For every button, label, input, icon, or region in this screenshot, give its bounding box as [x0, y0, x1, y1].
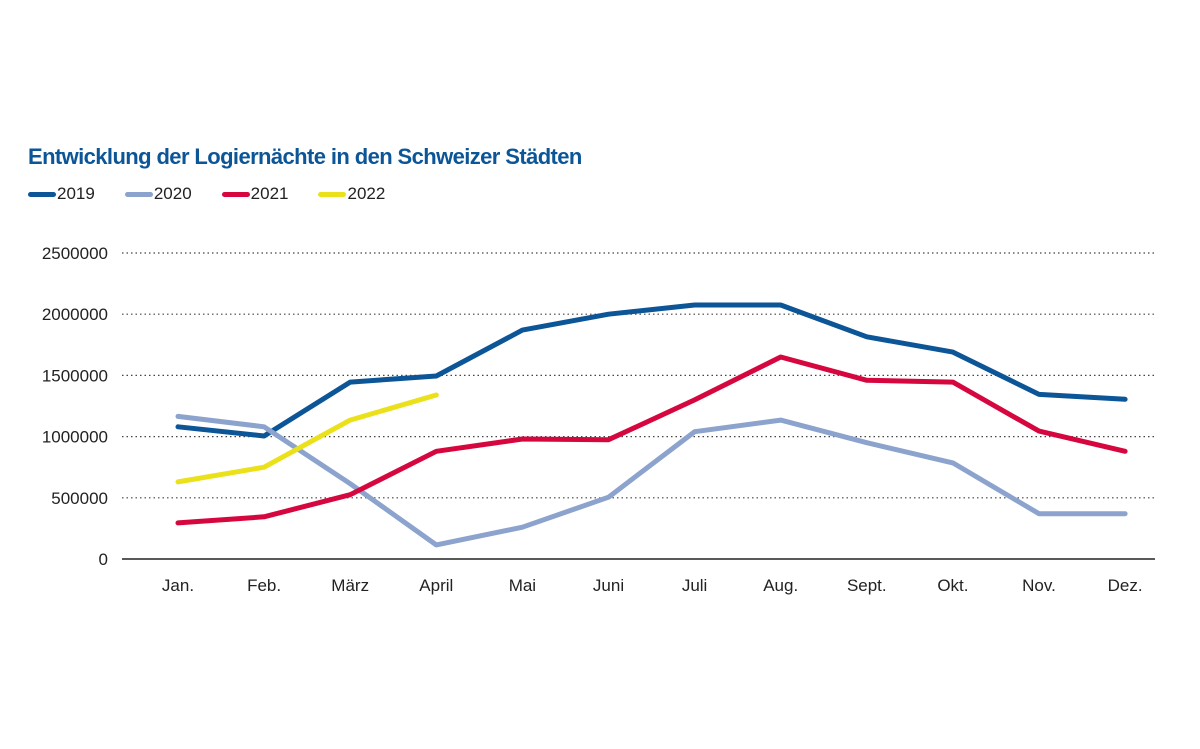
- x-tick-label: April: [419, 576, 453, 595]
- x-tick-label: Feb.: [247, 576, 281, 595]
- gridlines: [122, 252, 1155, 499]
- x-tick-label: Sept.: [847, 576, 887, 595]
- x-tick-label: Dez.: [1108, 576, 1143, 595]
- legend-item-2020: 2020: [124, 184, 192, 204]
- legend-swatch: [28, 191, 56, 197]
- x-tick-label: Juli: [682, 576, 708, 595]
- legend-item-2022: 2022: [318, 184, 385, 204]
- legend: 2019 2020 2021 2022: [28, 184, 415, 204]
- series-line-2020: [175, 413, 1128, 548]
- x-tick-label: Aug.: [763, 576, 798, 595]
- series-line-2021: [175, 354, 1128, 526]
- legend-label: 2021: [250, 184, 289, 203]
- y-tick-label: 0: [99, 550, 108, 569]
- x-tick-label: Okt.: [937, 576, 968, 595]
- series-lines: [175, 302, 1128, 548]
- x-tick-label: Jan.: [162, 576, 194, 595]
- x-axis-ticks: Jan. Feb. März April Mai Juni Juli Aug. Sept. Okt…: [162, 576, 1143, 595]
- x-tick-label: Nov.: [1022, 576, 1056, 595]
- x-tick-label: Mai: [509, 576, 536, 595]
- legend-label: 2022: [347, 184, 386, 203]
- y-axis-ticks: 0 500000 1000000 1500000 2000000 2500000: [42, 244, 108, 569]
- y-tick-label: 1500000: [42, 366, 108, 385]
- legend-label: 2019: [57, 184, 95, 203]
- legend-swatch: [318, 191, 347, 197]
- legend-label: 2020: [153, 184, 192, 203]
- y-tick-label: 1000000: [42, 428, 108, 447]
- y-tick-label: 2500000: [42, 244, 108, 263]
- legend-swatch: [221, 191, 250, 197]
- legend-item-2021: 2021: [221, 184, 289, 204]
- x-tick-label: Juni: [593, 576, 624, 595]
- legend-swatch: [124, 191, 153, 197]
- legend-item-2019: 2019: [28, 184, 95, 204]
- series-line-2019: [175, 302, 1128, 439]
- chart-title: Entwicklung der Logiernächte in den Schw…: [28, 144, 582, 169]
- y-tick-label: 500000: [51, 489, 108, 508]
- x-tick-label: März: [331, 576, 369, 595]
- y-tick-label: 2000000: [42, 305, 108, 324]
- series-line-2022: [175, 392, 439, 485]
